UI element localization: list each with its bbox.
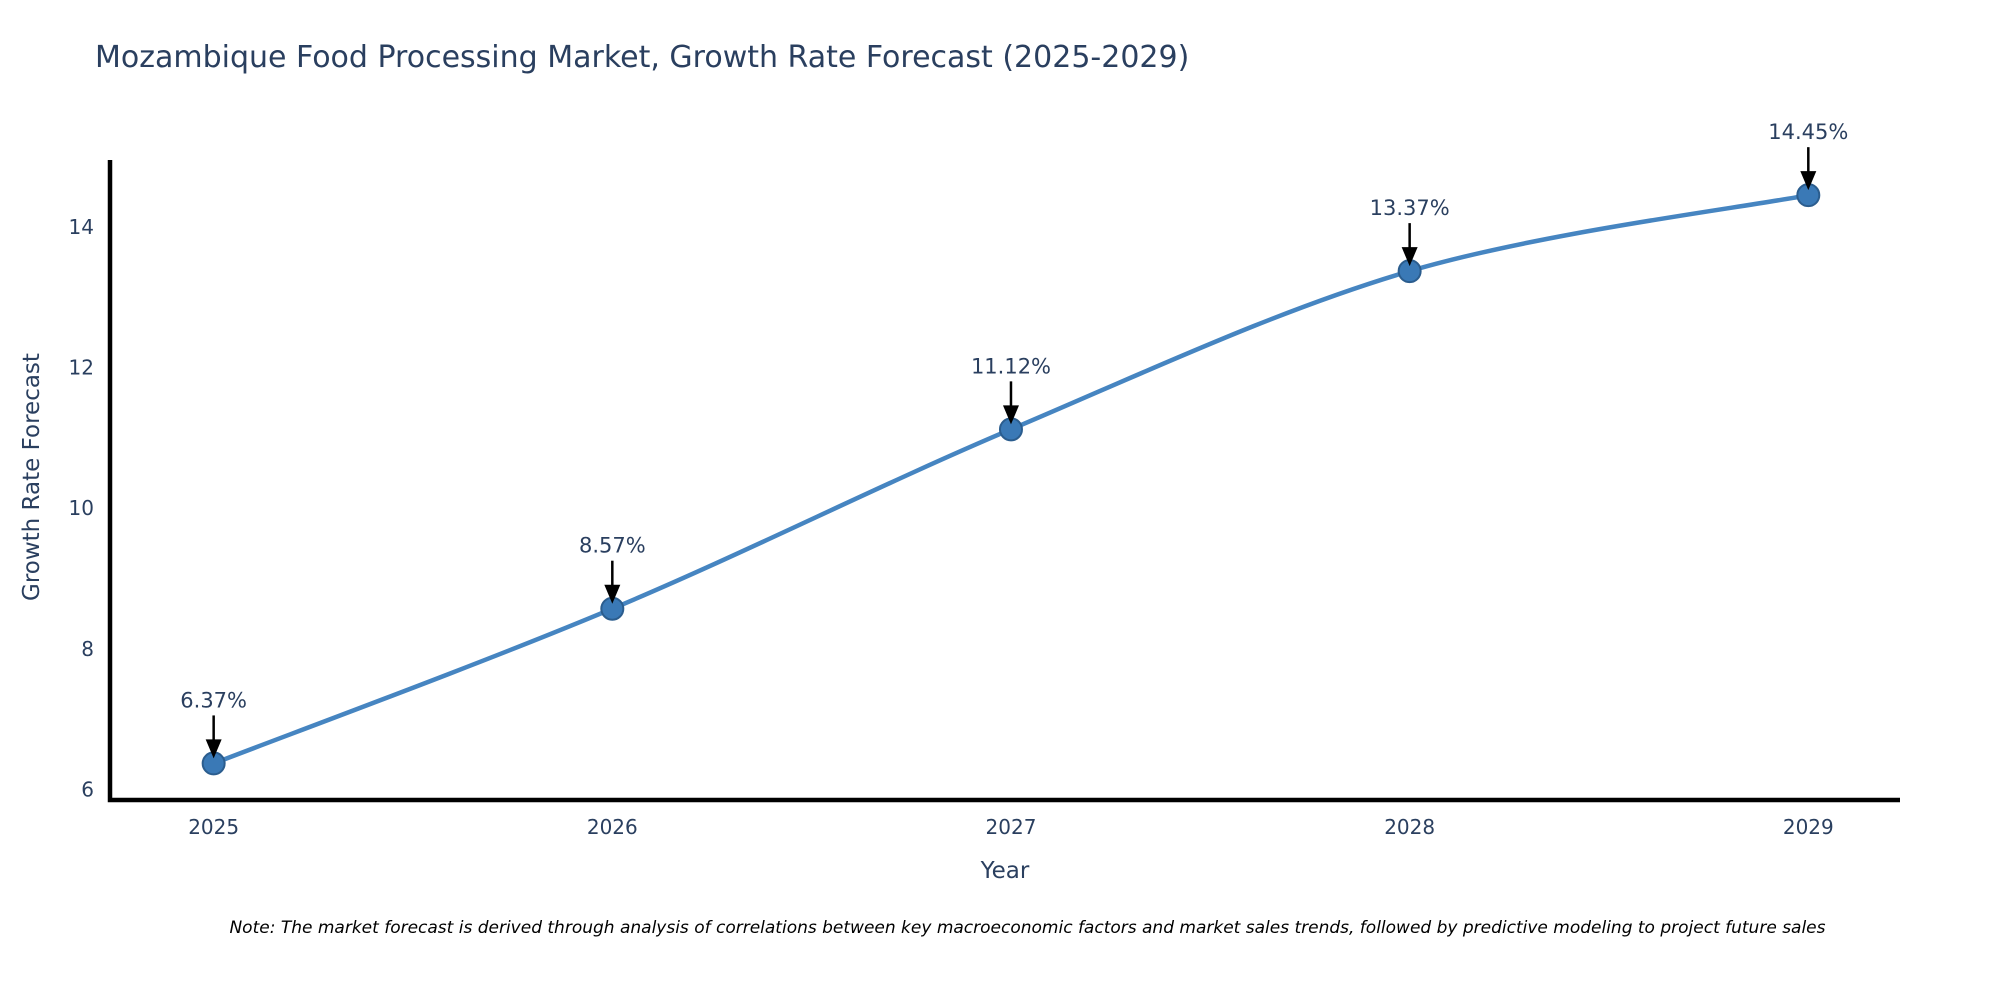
forecast-line: [211, 192, 1811, 766]
data-point-label: 13.37%: [1370, 196, 1450, 220]
data-point-label: 14.45%: [1768, 120, 1848, 144]
x-tick-label: 2025: [188, 815, 239, 839]
x-axis-title: Year: [980, 858, 1030, 884]
annotation-arrow-head: [1800, 171, 1817, 191]
annotation-arrow-head: [1002, 405, 1019, 425]
x-tick-label: 2028: [1384, 815, 1435, 839]
data-point-label: 6.37%: [180, 688, 247, 712]
axis-lines: [107, 160, 1900, 803]
data-point-label: 8.57%: [579, 534, 646, 558]
annotation-arrow-head: [604, 584, 621, 604]
y-tick-label: 10: [69, 496, 94, 520]
y-axis-title: Growth Rate Forecast: [19, 353, 45, 601]
y-tick-label: 14: [69, 215, 94, 239]
annotation-arrow-head: [1401, 247, 1418, 267]
data-point-label: 11.12%: [971, 354, 1051, 378]
footnote: Note: The market forecast is derived thr…: [229, 918, 1826, 938]
y-tick-label: 6: [81, 777, 94, 801]
x-tick-label: 2026: [587, 815, 638, 839]
annotation-arrow-head: [205, 739, 222, 759]
x-tick-label: 2027: [986, 815, 1037, 839]
x-tick-label: 2029: [1783, 815, 1834, 839]
y-tick-label: 12: [69, 355, 94, 379]
y-tick-label: 8: [81, 637, 94, 661]
chart-title: Mozambique Food Processing Market, Growt…: [95, 40, 1190, 75]
